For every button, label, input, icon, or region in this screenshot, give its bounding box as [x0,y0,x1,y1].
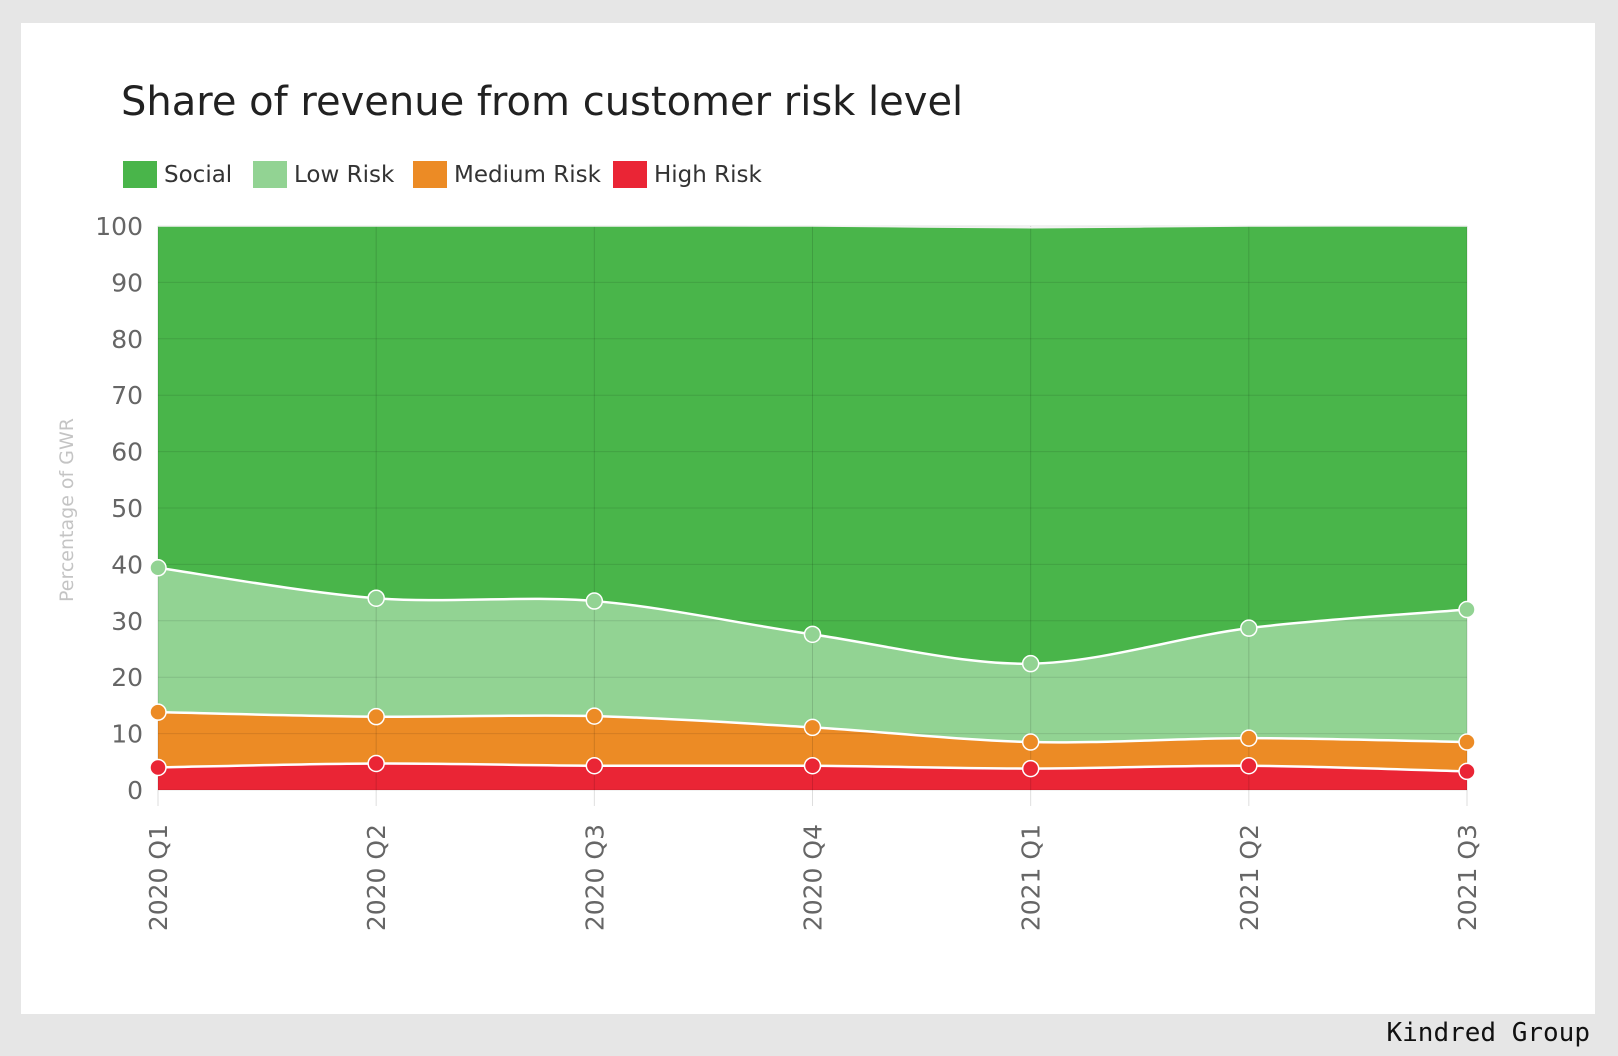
chart-title: Share of revenue from customer risk leve… [121,79,963,125]
point-low-risk-2021-q1[interactable] [1021,654,1040,673]
legend-item-low-risk[interactable]: Low Risk [253,161,395,188]
data-points [149,559,1476,781]
point-medium-risk-2021-q3[interactable] [1458,733,1476,751]
legend: Social Low Risk Medium Risk High Risk [123,161,763,188]
point-medium-risk-2020-q4[interactable] [803,718,822,737]
y-axis-label: Percentage of GWR [56,418,78,602]
point-medium-risk-2020-q2[interactable] [367,707,385,726]
legend-item-social[interactable]: Social [123,161,232,188]
area-medium-risk [158,712,1467,772]
legend-label: Social [164,162,232,188]
x-axis-ticks: 2020 Q1 2020 Q2 2020 Q3 2020 Q4 2021 Q1 2021 … [144,824,1482,931]
legend-item-medium-risk[interactable]: Medium Risk [413,161,602,188]
point-low-risk-2020-q3[interactable] [585,592,604,610]
point-high-risk-2020-q2[interactable] [367,754,385,773]
legend-swatch [253,161,287,188]
legend-label: Low Risk [294,162,395,188]
point-low-risk-2021-q2[interactable] [1240,619,1258,637]
point-medium-risk-2021-q2[interactable] [1240,729,1258,747]
x-tick-label: 2021 Q2 [1235,824,1264,931]
area-high-risk [158,763,1467,790]
point-high-risk-2021-q3[interactable] [1458,762,1476,781]
point-low-risk-2020-q4[interactable] [803,625,822,644]
x-tick-label: 2020 Q2 [362,824,391,931]
area-social [158,225,1467,664]
point-low-risk-2021-q3[interactable] [1458,600,1476,619]
area-low-risk [158,567,1467,743]
chart: Share of revenue from customer risk leve… [56,79,1482,931]
point-low-risk-2020-q2[interactable] [367,589,385,607]
x-tick-label: 2020 Q1 [144,824,173,931]
legend-swatch [413,161,447,188]
point-medium-risk-2020-q1[interactable] [149,703,167,721]
legend-label: Medium Risk [454,162,602,188]
legend-label: High Risk [654,162,763,188]
y-tick-label: 10 [111,720,143,749]
point-high-risk-2020-q1[interactable] [149,758,167,777]
legend-swatch [613,161,647,188]
point-low-risk-2020-q1[interactable] [149,559,167,577]
x-tick-label: 2020 Q3 [580,824,609,931]
y-axis-ticks: 0 10 20 30 40 50 60 70 80 90 100 [95,212,143,805]
y-tick-label: 40 [111,550,143,579]
legend-swatch [123,161,157,188]
y-tick-label: 30 [111,607,143,636]
y-tick-label: 50 [111,494,143,523]
point-high-risk-2021-q2[interactable] [1240,756,1258,775]
x-tick-label: 2021 Q1 [1017,824,1046,931]
y-tick-label: 100 [95,212,143,241]
areas [158,225,1467,790]
point-medium-risk-2021-q1[interactable] [1021,733,1040,751]
point-medium-risk-2020-q3[interactable] [585,707,604,725]
line-social [158,225,1468,229]
chart-card: Share of revenue from customer risk leve… [21,23,1595,1014]
y-tick-label: 90 [111,268,143,297]
y-tick-label: 70 [111,381,143,410]
legend-item-high-risk[interactable]: High Risk [613,161,763,188]
y-tick-label: 60 [111,438,143,467]
x-tick-label: 2020 Q4 [799,824,828,931]
y-tick-label: 0 [127,776,143,805]
y-tick-label: 20 [111,663,143,692]
source-credit: Kindred Group [1386,1018,1591,1048]
y-tick-label: 80 [111,325,143,354]
point-high-risk-2021-q1[interactable] [1021,759,1040,778]
point-high-risk-2020-q3[interactable] [585,756,604,775]
point-high-risk-2020-q4[interactable] [803,756,822,775]
x-tick-label: 2021 Q3 [1453,824,1482,931]
